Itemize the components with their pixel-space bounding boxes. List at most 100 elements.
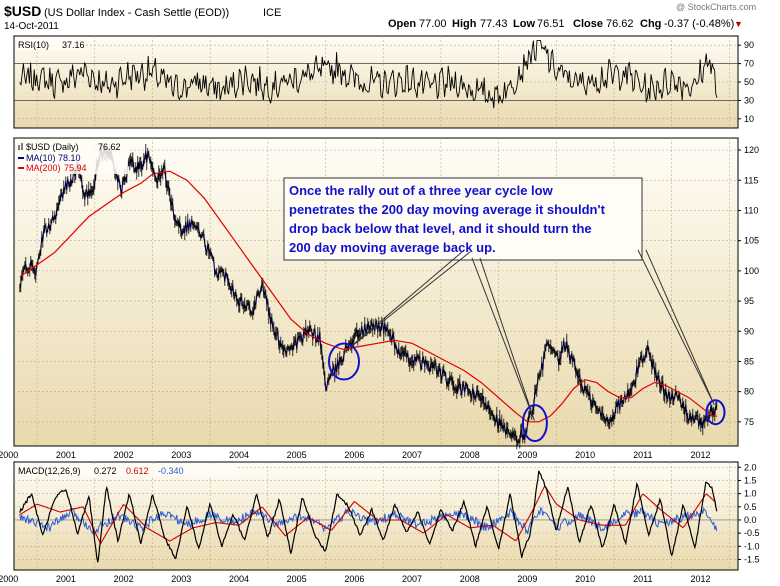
close-label: Close	[573, 18, 603, 30]
y-tick-label: -0.5	[744, 528, 760, 538]
y-tick-label: 115	[744, 175, 758, 185]
x-tick-label: 2004	[229, 450, 249, 460]
panel-background	[13, 461, 739, 571]
exchange: ICE	[263, 7, 281, 19]
macd-line	[19, 470, 718, 563]
y-tick-label: 30	[744, 95, 754, 105]
x-tick-label: 2008	[460, 574, 480, 584]
x-tick-label: 2002	[114, 450, 134, 460]
y-tick-label: 90	[744, 40, 754, 50]
ma200-line	[19, 170, 718, 423]
open-value: 77.00	[419, 18, 447, 30]
y-tick-label: 50	[744, 77, 754, 87]
rsi-legend-value: 37.16	[62, 40, 85, 50]
annotation-line: 200 day moving average back up.	[289, 240, 496, 255]
annotation: Once the rally out of a three year cycle…	[283, 177, 726, 443]
annotation-line: penetrates the 200 day moving average it…	[289, 202, 606, 217]
ma10-legend-value: 78.10	[58, 153, 81, 163]
chg-label: Chg	[640, 18, 661, 30]
y-tick-label: 0.5	[744, 502, 757, 512]
watermark: @ StockCharts.com	[676, 2, 756, 12]
instrument-name: (US Dollar Index - Cash Settle (EOD))	[44, 7, 229, 19]
annotation-text: Once the rally out of a three year cycle…	[289, 183, 606, 255]
x-tick-label: 2003	[171, 574, 191, 584]
x-tick-label: 2007	[402, 574, 422, 584]
y-tick-label: 10	[744, 114, 754, 124]
highlight-circle-2011	[705, 399, 726, 426]
highlight-circle-2005	[328, 342, 360, 381]
x-tick-label: 2006	[344, 574, 364, 584]
y-tick-label: 95	[744, 296, 754, 306]
x-tick-label: 2011	[633, 574, 652, 584]
high-label: High	[452, 18, 477, 30]
y-tick-label: 80	[744, 387, 754, 397]
legend-background	[16, 141, 128, 174]
x-tick-label: 2010	[575, 450, 595, 460]
x-tick-label: 2000	[0, 450, 18, 460]
y-tick-label: -1.0	[744, 541, 760, 551]
histogram-legend-value: -0.340	[158, 466, 184, 476]
bar-chart-icon	[18, 143, 23, 150]
highlight-circle-2008	[521, 404, 548, 443]
x-tick-label: 2009	[517, 574, 537, 584]
annotation-box	[283, 177, 643, 261]
y-tick-label: 0.0	[744, 515, 757, 525]
x-tick-label: 2012	[690, 574, 710, 584]
y-tick-label: 105	[744, 236, 759, 246]
callout-pointer-2011	[637, 249, 715, 406]
x-tick-label: 2008	[460, 450, 480, 460]
low-label: Low	[513, 18, 535, 30]
symbol: $USD	[4, 3, 41, 19]
legend-background	[16, 39, 86, 50]
x-tick-label: 2003	[171, 450, 191, 460]
annotation-line: Once the rally out of a three year cycle…	[289, 183, 554, 198]
x-tick-label: 2012	[690, 450, 710, 460]
y-tick-label: 2.0	[744, 462, 757, 472]
y-tick-label: 110	[744, 205, 758, 215]
ohlc-readout: Open 77.00 High 77.43 Low 76.51 Close 76…	[388, 18, 743, 30]
x-tick-label: 2001	[56, 450, 76, 460]
x-tick-label: 2006	[344, 450, 364, 460]
macd-legend-label: MACD(12,26,9)	[18, 466, 81, 476]
chart-header: $USD (US Dollar Index - Cash Settle (EOD…	[4, 2, 756, 32]
low-value: 76.51	[537, 18, 565, 30]
x-tick-label: 2005	[287, 574, 307, 584]
chg-value: -0.37 (-0.48%)	[664, 18, 734, 30]
y-tick-label: 1.0	[744, 489, 757, 499]
x-tick-label: 2002	[114, 574, 134, 584]
y-tick-label: 70	[744, 59, 754, 69]
rsi-panel: 10 30 50 70 90 RSI(10) 37.16	[13, 35, 754, 129]
high-value: 77.43	[480, 18, 508, 30]
y-tick-label: 85	[744, 356, 754, 366]
price-legend-value: 76.62	[98, 142, 121, 152]
rsi-legend-label: RSI(10)	[18, 40, 49, 50]
x-tick-label: 2001	[56, 574, 76, 584]
chg-down-arrow-icon: ▼	[734, 19, 743, 29]
macd-histogram-line	[19, 506, 718, 536]
x-tick-label: 2004	[229, 574, 249, 584]
x-tick-label: 2009	[517, 450, 537, 460]
close-value: 76.62	[606, 18, 634, 30]
price-legend-label: $USD (Daily)	[26, 142, 79, 152]
open-label: Open	[388, 18, 416, 30]
y-tick-label: 1.5	[744, 475, 757, 485]
legend-background	[16, 465, 238, 476]
x-tick-label: 2010	[575, 574, 595, 584]
callout-pointer-2005	[343, 251, 471, 353]
macd-panel: -1.5 -1.0 -0.5 0.0 0.5 1.0 1.5 2.0 2000 2001 2002 2…	[0, 461, 760, 584]
macd-legend-value: 0.272	[94, 466, 117, 476]
y-tick-label: -1.5	[744, 554, 760, 564]
y-tick-label: 75	[744, 417, 754, 427]
x-tick-label: 2005	[287, 450, 307, 460]
ma200-legend-label: MA(200)	[26, 163, 61, 173]
y-tick-label: 90	[744, 326, 754, 336]
ma200-legend-value: 75.94	[64, 163, 87, 173]
x-tick-label: 2000	[0, 574, 18, 584]
x-tick-label: 2007	[402, 450, 422, 460]
macd-signal-line	[19, 484, 717, 545]
y-tick-label: 120	[744, 145, 759, 155]
signal-legend-value: 0.612	[126, 466, 149, 476]
y-tick-label: 100	[744, 266, 759, 276]
callout-pointer-2008	[471, 257, 535, 421]
